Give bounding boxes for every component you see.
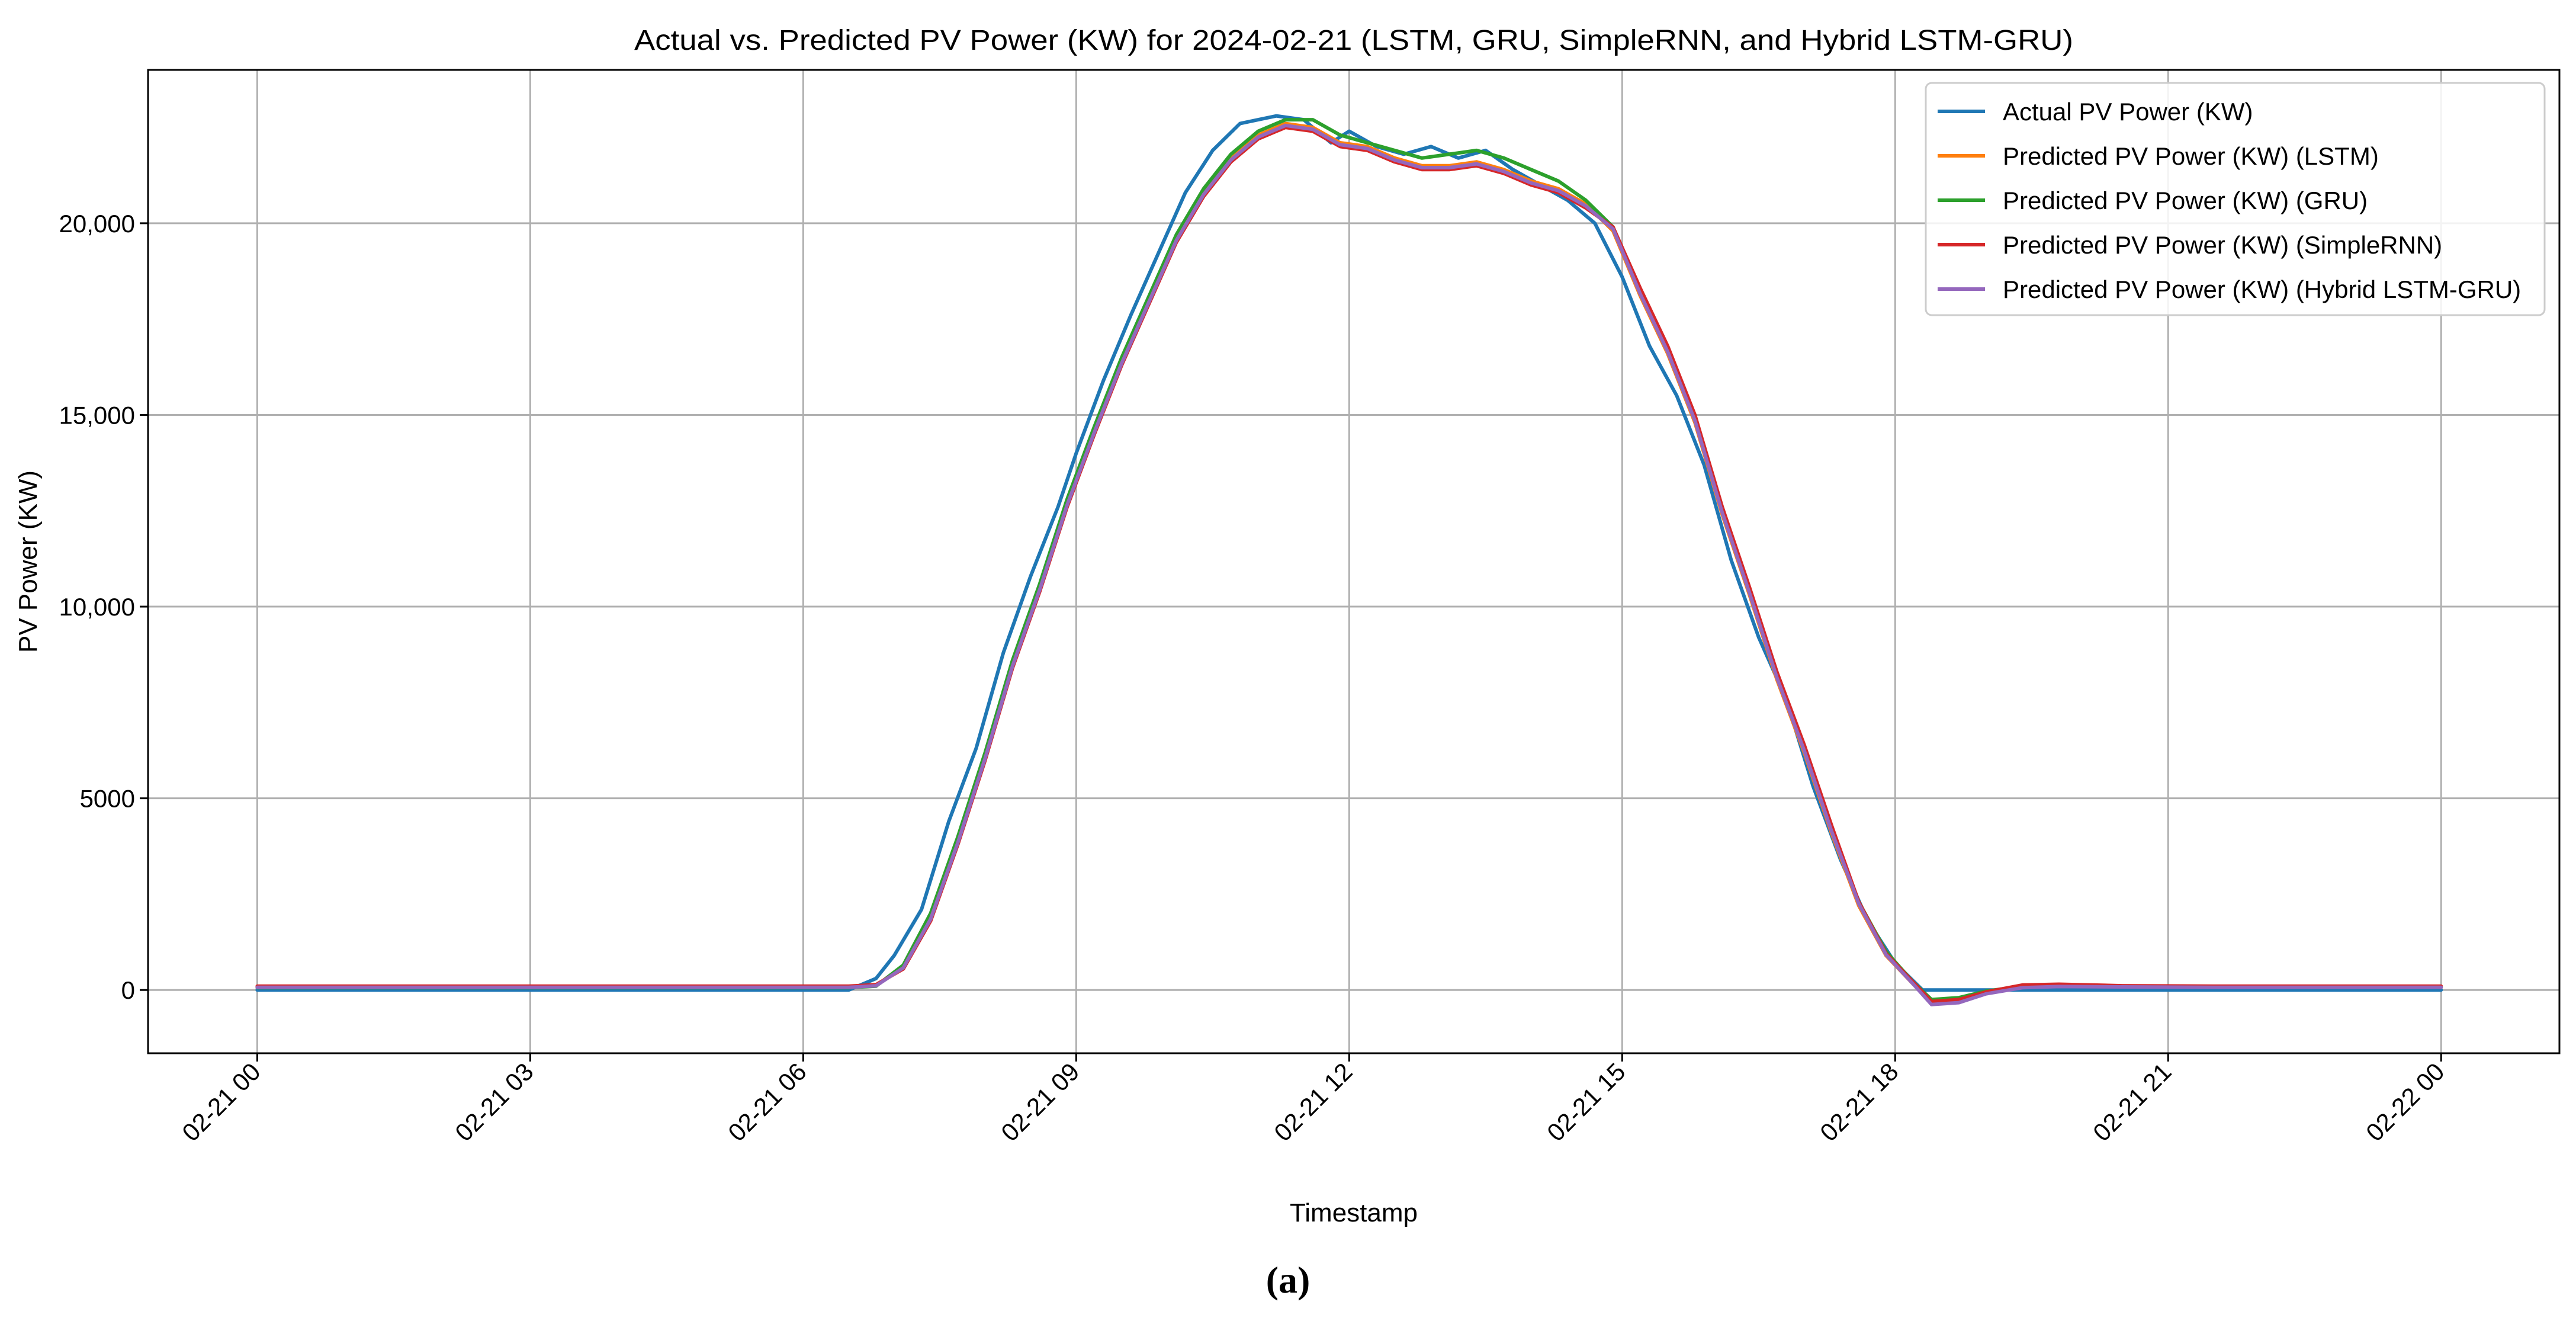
legend-label: Predicted PV Power (KW) (LSTM) — [2003, 142, 2379, 170]
legend-label: Actual PV Power (KW) — [2003, 98, 2253, 126]
legend-items: Actual PV Power (KW) Predicted PV Power (… — [1938, 98, 2521, 303]
legend: Actual PV Power (KW) Predicted PV Power (… — [1925, 82, 2546, 316]
legend-label: Predicted PV Power (KW) (GRU) — [2003, 187, 2368, 214]
y-tick-label: 10,000 — [59, 593, 135, 621]
x-axis-label: Timestamp — [1290, 1198, 1418, 1227]
series-line-5 — [255, 123, 2443, 1006]
series-lines — [255, 114, 2443, 1006]
plot-frame — [147, 69, 2561, 1054]
y-tick-label: 20,000 — [59, 210, 135, 238]
y-tick-label: 15,000 — [59, 401, 135, 429]
chart-title: Actual vs. Predicted PV Power (KW) for 2… — [634, 25, 2073, 56]
y-tick-label: 5000 — [80, 785, 135, 813]
panel-label: (a) — [1266, 1259, 1311, 1301]
legend-label: Predicted PV Power (KW) (SimpleRNN) — [2003, 231, 2442, 259]
legend-box — [1925, 82, 2546, 316]
y-tick-label: 0 — [121, 976, 135, 1004]
y-axis-label: PV Power (KW) — [14, 470, 43, 653]
legend-label: Predicted PV Power (KW) (Hybrid LSTM-GRU… — [2003, 275, 2521, 303]
